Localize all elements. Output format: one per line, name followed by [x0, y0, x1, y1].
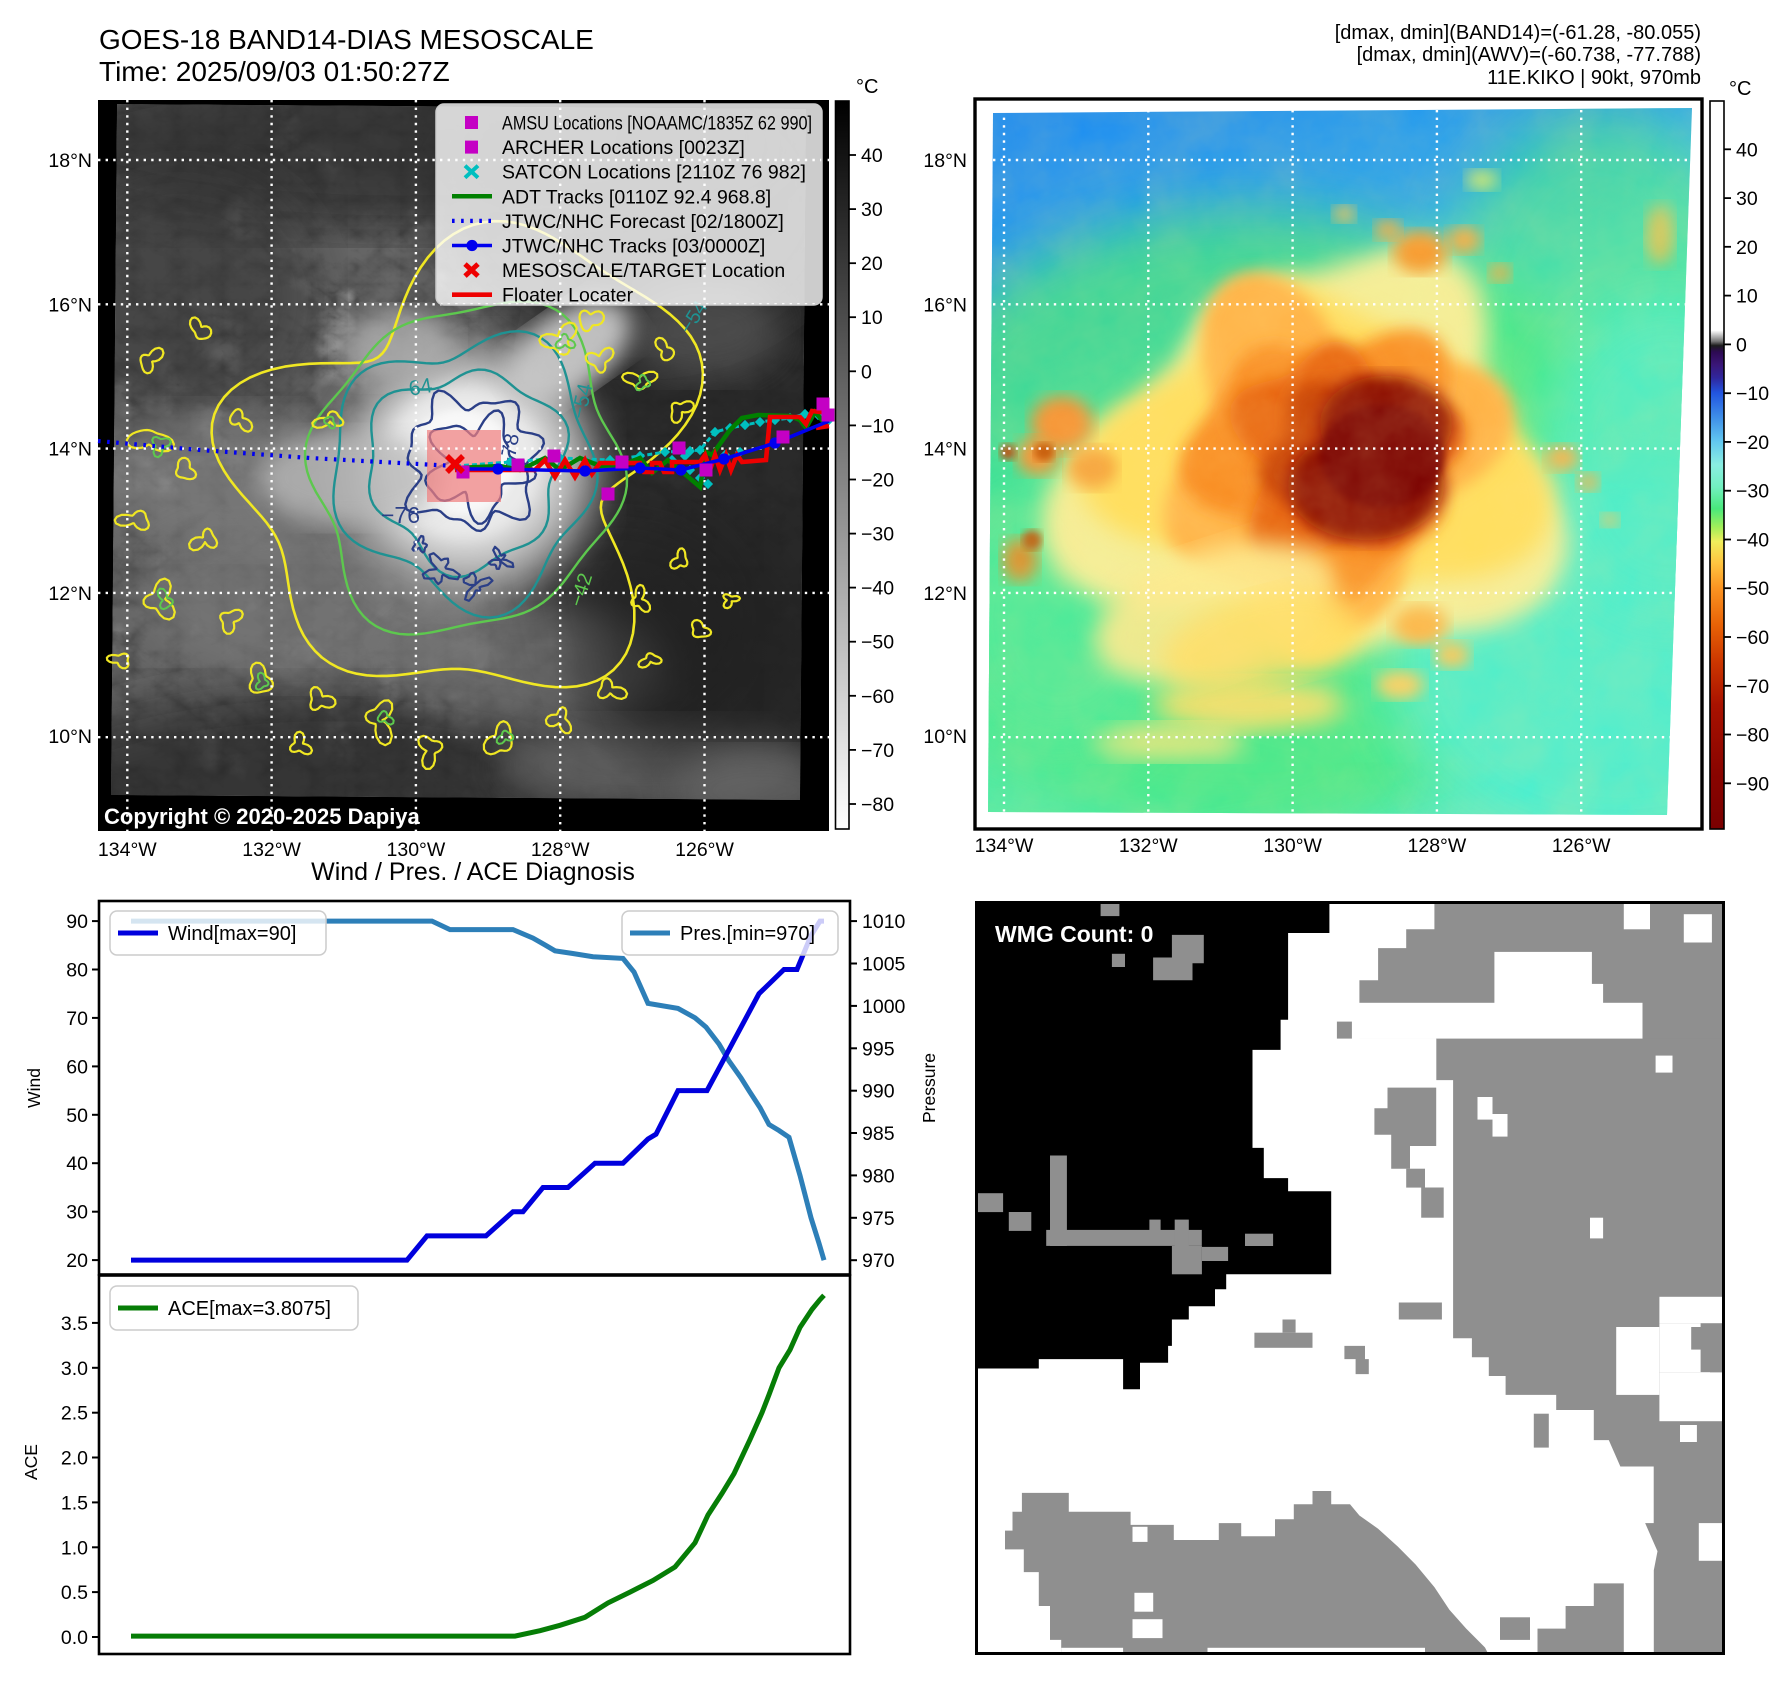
- svg-text:−20: −20: [861, 470, 894, 492]
- svg-text:40: 40: [66, 1153, 88, 1175]
- svg-text:985: 985: [862, 1123, 895, 1145]
- svg-text:2.5: 2.5: [61, 1403, 88, 1425]
- svg-text:Time: 2025/09/03 01:50:27Z: Time: 2025/09/03 01:50:27Z: [99, 56, 450, 87]
- svg-text:3.0: 3.0: [61, 1358, 88, 1380]
- svg-text:1.5: 1.5: [61, 1492, 88, 1514]
- svg-text:AMSU Locations [NOAAMC/1835Z 6: AMSU Locations [NOAAMC/1835Z 62 990]: [502, 113, 812, 135]
- svg-text:10°N: 10°N: [48, 726, 92, 748]
- svg-text:18°N: 18°N: [48, 150, 92, 172]
- svg-text:Wind[max=90]: Wind[max=90]: [168, 923, 296, 945]
- svg-text:MESOSCALE/TARGET Location: MESOSCALE/TARGET Location: [502, 260, 785, 282]
- svg-text:−20: −20: [1736, 432, 1769, 454]
- svg-text:14°N: 14°N: [48, 439, 92, 461]
- svg-text:20: 20: [861, 253, 883, 275]
- svg-text:40: 40: [1736, 139, 1758, 161]
- svg-text:[dmax, dmin](BAND14)=(-61.28,: [dmax, dmin](BAND14)=(-61.28, -80.055): [1335, 22, 1701, 44]
- svg-text:990: 990: [862, 1081, 895, 1103]
- svg-text:JTWC/NHC Forecast [02/1800Z]: JTWC/NHC Forecast [02/1800Z]: [502, 211, 784, 233]
- svg-text:16°N: 16°N: [48, 294, 92, 316]
- svg-text:−60: −60: [1736, 627, 1769, 649]
- svg-text:970: 970: [862, 1250, 895, 1272]
- svg-text:1.0: 1.0: [61, 1537, 88, 1559]
- svg-text:Copyright © 2020-2025 Dapiya: Copyright © 2020-2025 Dapiya: [104, 804, 421, 829]
- svg-text:°C: °C: [1729, 78, 1751, 100]
- svg-text:980: 980: [862, 1165, 895, 1187]
- svg-text:[dmax, dmin](AWV)=(-60.738, -7: [dmax, dmin](AWV)=(-60.738, -77.788): [1357, 44, 1701, 66]
- svg-text:ACE[max=3.8075]: ACE[max=3.8075]: [168, 1298, 331, 1320]
- svg-text:ARCHER Locations [0023Z]: ARCHER Locations [0023Z]: [502, 137, 745, 159]
- svg-text:Pressure: Pressure: [919, 1053, 939, 1123]
- svg-text:−76: −76: [381, 502, 420, 528]
- svg-text:126°W: 126°W: [675, 839, 734, 861]
- svg-text:20: 20: [1736, 237, 1758, 259]
- svg-text:2.0: 2.0: [61, 1448, 88, 1470]
- svg-text:−70: −70: [1736, 676, 1769, 698]
- svg-text:SATCON Locations [2110Z 76 982: SATCON Locations [2110Z 76 982]: [502, 162, 806, 184]
- svg-text:80: 80: [66, 960, 88, 982]
- svg-text:ADT Tracks [0110Z 92.4 968.8]: ADT Tracks [0110Z 92.4 968.8]: [502, 186, 771, 208]
- svg-text:−10: −10: [1736, 383, 1769, 405]
- svg-text:1005: 1005: [862, 954, 906, 976]
- svg-text:GOES-18 BAND14-DIAS MESOSCALE: GOES-18 BAND14-DIAS MESOSCALE: [99, 24, 594, 55]
- svg-text:12°N: 12°N: [923, 583, 967, 605]
- svg-text:995: 995: [862, 1038, 895, 1060]
- svg-text:−90: −90: [1736, 773, 1769, 795]
- svg-text:ACE: ACE: [21, 1444, 41, 1480]
- svg-text:Pres.[min=970]: Pres.[min=970]: [680, 923, 815, 945]
- svg-text:−80: −80: [861, 794, 894, 816]
- svg-text:0.0: 0.0: [61, 1627, 88, 1649]
- svg-text:20: 20: [66, 1250, 88, 1272]
- svg-text:130°W: 130°W: [1263, 835, 1322, 857]
- svg-text:Wind: Wind: [24, 1068, 44, 1108]
- svg-text:−50: −50: [861, 632, 894, 654]
- svg-text:10°N: 10°N: [923, 726, 967, 748]
- svg-text:12°N: 12°N: [48, 583, 92, 605]
- svg-text:10: 10: [1736, 286, 1758, 308]
- svg-text:0.5: 0.5: [61, 1582, 88, 1604]
- svg-text:50: 50: [66, 1105, 88, 1127]
- svg-text:130°W: 130°W: [387, 839, 446, 861]
- svg-text:132°W: 132°W: [242, 839, 301, 861]
- svg-text:Floater Locater: Floater Locater: [502, 285, 634, 307]
- svg-text:−10: −10: [861, 415, 894, 437]
- svg-text:132°W: 132°W: [1119, 835, 1178, 857]
- svg-text:10: 10: [861, 307, 883, 329]
- svg-text:−80: −80: [1736, 725, 1769, 747]
- svg-text:126°W: 126°W: [1552, 835, 1611, 857]
- svg-text:−60: −60: [861, 686, 894, 708]
- svg-text:18°N: 18°N: [923, 150, 967, 172]
- svg-text:WMG Count: 0: WMG Count: 0: [995, 921, 1153, 947]
- svg-text:1000: 1000: [862, 996, 906, 1018]
- svg-text:11E.KIKO | 90kt, 970mb: 11E.KIKO | 90kt, 970mb: [1487, 67, 1701, 89]
- svg-text:−30: −30: [1736, 481, 1769, 503]
- svg-text:128°W: 128°W: [531, 839, 590, 861]
- svg-text:0: 0: [861, 361, 872, 383]
- svg-text:JTWC/NHC Tracks [03/0000Z]: JTWC/NHC Tracks [03/0000Z]: [502, 236, 765, 258]
- svg-text:−30: −30: [861, 524, 894, 546]
- svg-text:30: 30: [66, 1202, 88, 1224]
- svg-text:70: 70: [66, 1008, 88, 1030]
- svg-text:60: 60: [66, 1056, 88, 1078]
- svg-text:−40: −40: [1736, 530, 1769, 552]
- svg-text:975: 975: [862, 1208, 895, 1230]
- svg-text:16°N: 16°N: [923, 294, 967, 316]
- svg-text:°C: °C: [856, 76, 878, 98]
- svg-text:Wind / Pres. / ACE Diagnosis: Wind / Pres. / ACE Diagnosis: [311, 858, 635, 886]
- svg-text:−50: −50: [1736, 578, 1769, 600]
- svg-text:40: 40: [861, 145, 883, 167]
- svg-text:−70: −70: [861, 740, 894, 762]
- svg-text:90: 90: [66, 911, 88, 933]
- svg-text:−40: −40: [861, 578, 894, 600]
- svg-text:134°W: 134°W: [98, 839, 157, 861]
- svg-text:0: 0: [1736, 334, 1747, 356]
- svg-text:1010: 1010: [862, 911, 906, 933]
- svg-text:3.5: 3.5: [61, 1313, 88, 1335]
- svg-text:128°W: 128°W: [1408, 835, 1467, 857]
- svg-text:134°W: 134°W: [975, 835, 1034, 857]
- svg-text:14°N: 14°N: [923, 439, 967, 461]
- svg-text:30: 30: [1736, 188, 1758, 210]
- svg-text:30: 30: [861, 199, 883, 221]
